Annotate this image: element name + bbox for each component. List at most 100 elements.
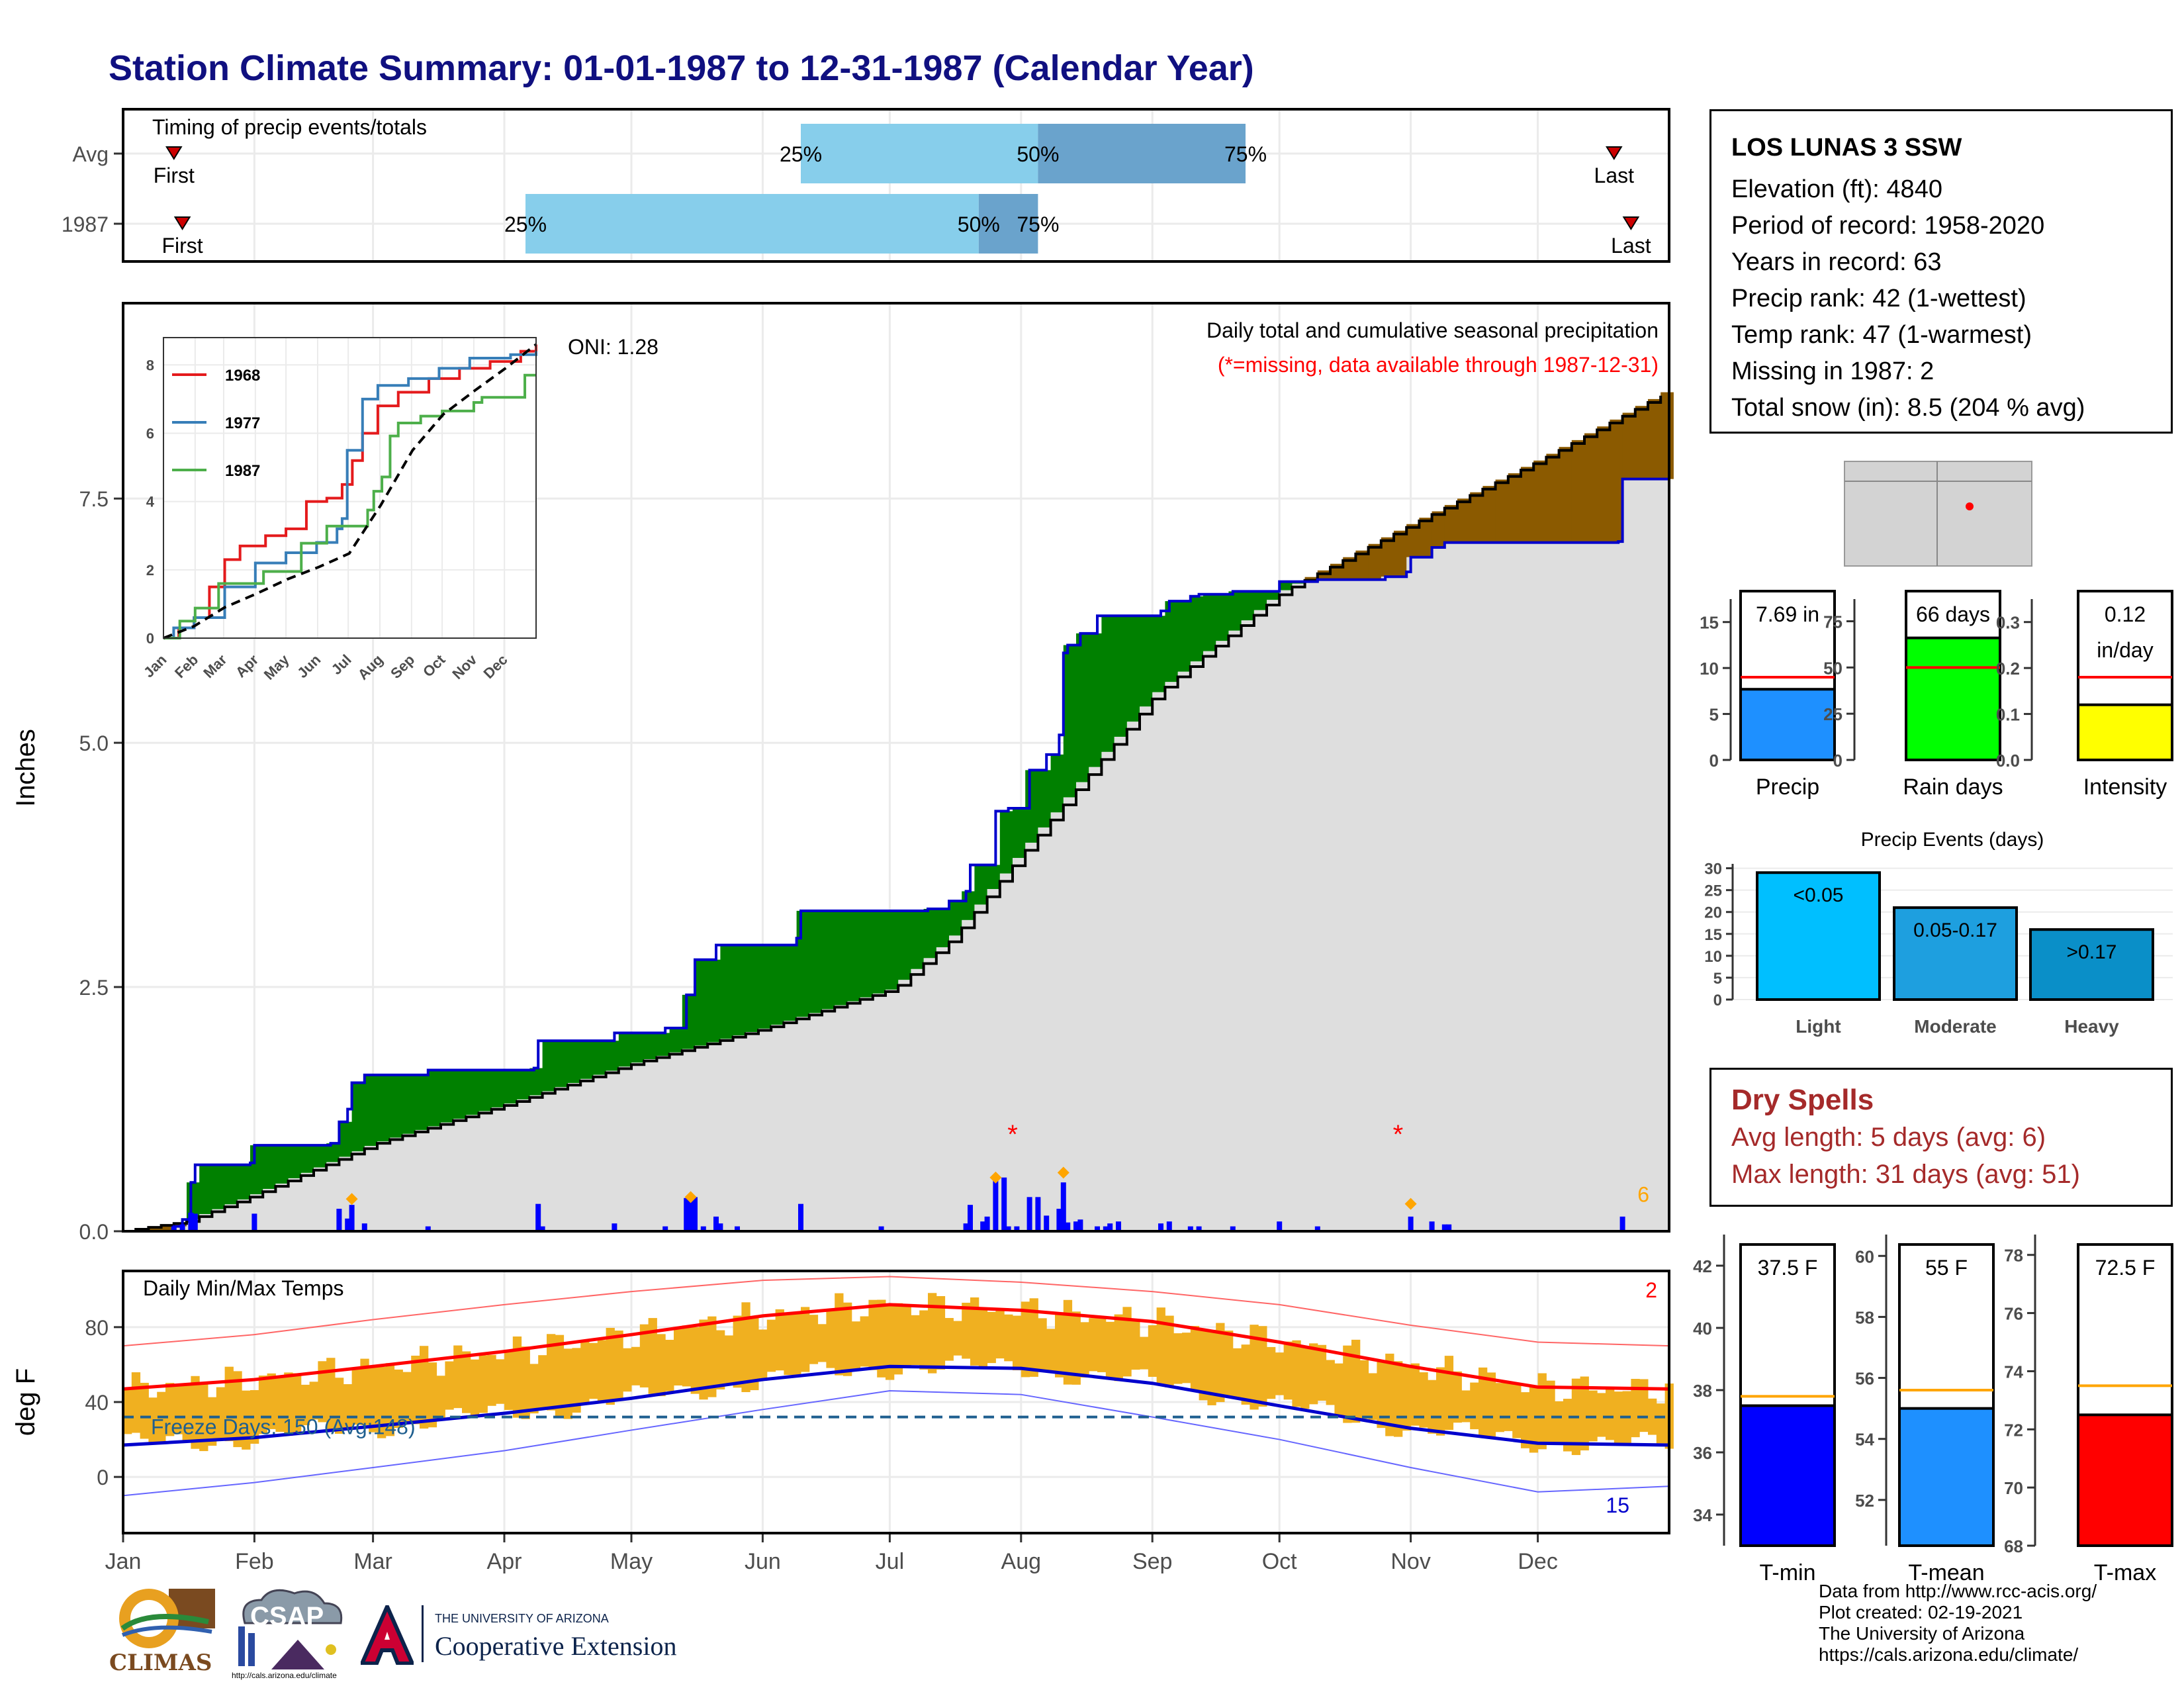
precip_total-ytick-label: 5 — [1709, 705, 1719, 725]
tmin_mean-value-label: 37.5 F — [1758, 1256, 1818, 1280]
daily-temp-bar — [1232, 1348, 1242, 1398]
precip_total-category-label: Precip — [1756, 774, 1819, 800]
intensity-ytick-label: 0.1 — [1996, 705, 2020, 725]
tmin_mean-ytick-label: 36 — [1693, 1443, 1712, 1463]
daily-temp-bar — [1140, 1336, 1149, 1370]
above-average-fill — [1228, 591, 1242, 631]
above-average-fill — [657, 1033, 670, 1056]
tmean_mean-ytick-label: 58 — [1855, 1307, 1874, 1327]
timing-label-50: 50% — [1017, 142, 1059, 166]
inset-legend-label: 1987 — [225, 462, 260, 480]
month-label: Aug — [1001, 1549, 1042, 1574]
daily-temp-bar — [1537, 1373, 1547, 1450]
timing-panel-border — [122, 108, 1670, 263]
daily-temp-bar — [343, 1383, 353, 1430]
daily-temp-bar — [809, 1315, 819, 1364]
above-average-fill — [326, 1143, 340, 1162]
timing-marker-icon — [1622, 216, 1640, 230]
dry-spells-max: Max length: 31 days (avg: 51) — [1731, 1160, 2080, 1189]
daily-temp-bar — [453, 1345, 463, 1409]
dry-spells-title: Dry Spells — [1731, 1084, 1874, 1116]
daily-temp-bar — [1046, 1329, 1056, 1372]
daily-temp-bar — [1419, 1372, 1428, 1428]
tmax_mean-ytick-label: 74 — [2004, 1362, 2023, 1382]
month-label: Jan — [105, 1549, 142, 1574]
intensity-ytick-label: 0.2 — [1996, 659, 2020, 679]
below-average-fill — [1597, 426, 1610, 543]
station-snow: Total snow (in): 8.5 (204 % avg) — [1731, 394, 2085, 422]
csap-label: CSAP — [250, 1602, 324, 1631]
above-average-fill — [1063, 645, 1077, 798]
intensity-value-label2: in/day — [2097, 638, 2153, 662]
daily-temp-bar — [1410, 1363, 1420, 1426]
daily-precip-bar — [1056, 1209, 1062, 1231]
daily-precip-bar — [968, 1205, 973, 1231]
climas-logo: CLIMAS — [109, 1582, 218, 1678]
above-average-fill — [199, 1164, 212, 1215]
daily-precip-bar — [1026, 1197, 1032, 1231]
daily-temp-bar — [1461, 1390, 1471, 1423]
tmean_mean-ytick-label: 54 — [1855, 1430, 1874, 1450]
above-average-fill — [1089, 633, 1102, 767]
daily-temp-bar — [258, 1376, 268, 1434]
temp-count-top: 2 — [1645, 1278, 1657, 1302]
timing-label-firstlast: Last — [1611, 234, 1651, 258]
daily-temp-bar — [902, 1305, 911, 1367]
daily-temp-bar — [1122, 1307, 1132, 1377]
precip-events-category: Moderate — [1914, 1016, 1996, 1037]
above-average-fill — [1216, 594, 1229, 641]
daily-temp-bar — [1089, 1318, 1098, 1372]
station-name: LOS LUNAS 3 SSW — [1731, 134, 1962, 162]
daily-precip-bar — [1230, 1226, 1236, 1231]
daily-temp-bar — [555, 1335, 565, 1417]
daily-precip-bar — [1060, 1182, 1066, 1231]
inset-ytick-label: 0 — [146, 630, 154, 647]
daily-precip-bar — [1187, 1226, 1193, 1231]
above-average-fill — [898, 910, 911, 980]
above-average-fill — [542, 1041, 556, 1092]
precip-events-category: Light — [1796, 1016, 1841, 1037]
daily-temp-bar — [360, 1358, 369, 1425]
precip-events-category: Heavy — [2064, 1016, 2119, 1037]
above-average-fill — [847, 910, 861, 1002]
station-temp-rank: Temp rank: 47 (1-warmest) — [1731, 321, 2032, 349]
daily-temp-bar — [1038, 1318, 1047, 1372]
inset-ytick-label: 6 — [146, 425, 154, 442]
below-average-fill — [1406, 524, 1420, 557]
daily-temp-bar — [962, 1303, 971, 1359]
above-average-fill — [339, 1121, 353, 1157]
timing-marker-icon — [1606, 146, 1623, 160]
daily-precip-bar — [1314, 1226, 1320, 1231]
daily-precip-bar — [612, 1223, 617, 1231]
above-average-fill — [288, 1145, 302, 1178]
daily-temp-bar — [123, 1389, 132, 1434]
daily-temp-bar — [140, 1382, 149, 1439]
above-average-fill — [1203, 594, 1216, 651]
below-average-fill — [1635, 406, 1649, 479]
daily-temp-bar — [1631, 1379, 1640, 1438]
daily-temp-bar — [911, 1315, 920, 1366]
daily-temp-bar — [335, 1378, 344, 1434]
rain_days-ytick-label: 25 — [1823, 704, 1843, 724]
temp-ytick-label: 40 — [85, 1391, 109, 1415]
tmin_mean-bar — [1739, 1404, 1836, 1547]
daily-temp-bar — [860, 1316, 869, 1367]
daily-temp-bar — [1546, 1380, 1555, 1444]
below-average-fill — [1648, 399, 1661, 479]
timing-bar-50-75 — [978, 194, 1038, 254]
daily-precip-bar — [1166, 1221, 1172, 1231]
above-average-fill — [263, 1145, 276, 1190]
daily-temp-bar — [1190, 1326, 1200, 1390]
below-average-fill — [1355, 550, 1369, 580]
daily-temp-bar — [1309, 1343, 1318, 1405]
daily-temp-bar — [690, 1327, 700, 1394]
intensity-ytick-label: 0.0 — [1996, 751, 2020, 771]
above-average-fill — [669, 1028, 683, 1053]
inset-legend-label: 1977 — [225, 414, 260, 432]
daily-temp-bar — [851, 1321, 861, 1371]
daily-temp-bar — [801, 1307, 810, 1372]
precip-panel-border — [122, 302, 1670, 1233]
month-label: Feb — [235, 1549, 274, 1574]
below-average-fill — [1394, 530, 1407, 577]
precip-events-ytick-label: 25 — [1704, 882, 1722, 900]
